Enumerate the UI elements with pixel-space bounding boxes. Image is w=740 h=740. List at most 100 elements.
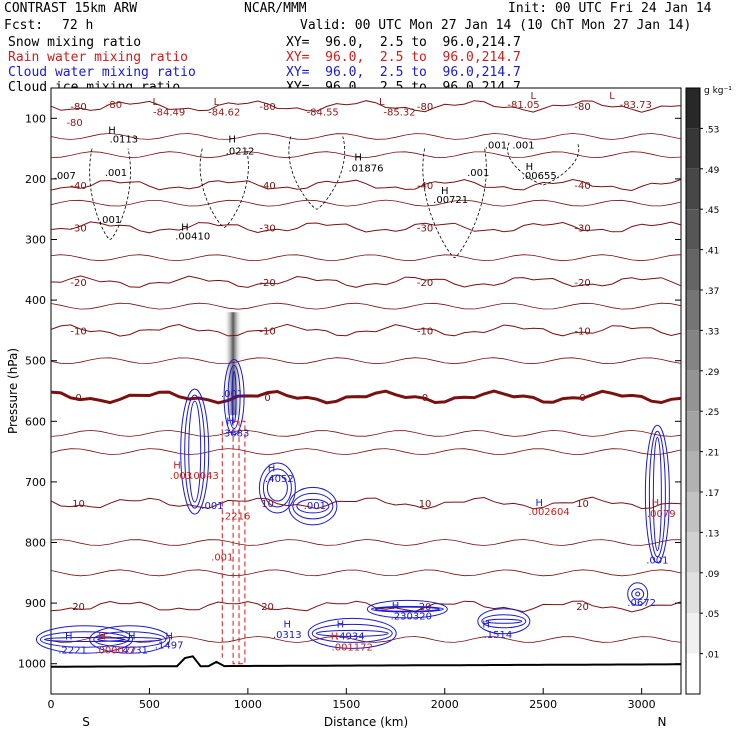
isotherm-line	[50, 302, 682, 310]
contour-annotation: H	[128, 631, 136, 642]
colorbar-tick-label: .45	[705, 206, 719, 216]
field-cloudwater-xy: XY= 96.0, 2.5 to 96.0,214.7	[286, 65, 521, 80]
isotherm-label: 20	[261, 602, 274, 613]
contour-annotation: L	[153, 97, 159, 108]
contour-annotation: -80	[106, 100, 122, 111]
colorbar-segment	[686, 411, 700, 452]
y-tick-label: 1000	[18, 658, 46, 671]
cloud-water-contour	[266, 474, 288, 502]
isotherm-label: 0	[75, 393, 81, 404]
contour-annotation: .001	[512, 141, 534, 152]
contour-annotation: H	[283, 619, 291, 630]
colorbar-segment	[686, 572, 700, 614]
cloud-water-contour	[627, 582, 649, 606]
y-tick-label: 200	[25, 173, 46, 186]
field-rain-xy: XY= 96.0, 2.5 to 96.0,214.7	[286, 50, 521, 65]
cloud-water-contour	[374, 606, 440, 612]
contour-annotation: .001	[211, 553, 233, 564]
cloud-water-contour	[180, 388, 210, 515]
contour-annotation: .1497	[155, 641, 184, 652]
isotherm-line	[50, 448, 682, 456]
isotherm-label: 10	[576, 499, 589, 510]
contour-annotation: .1514	[484, 630, 513, 641]
model-title: CONTRAST 15km ARW	[4, 1, 138, 16]
isotherm--80	[50, 100, 682, 113]
isotherm-label: -80	[417, 102, 433, 113]
isotherm-label: -10	[574, 326, 590, 337]
cloud-water-contour	[296, 498, 330, 514]
colorbar-tick-label: .29	[705, 368, 720, 378]
isotherm-label: -40	[574, 181, 590, 192]
isotherm-label: -40	[417, 181, 433, 192]
x-tick-label: 0	[48, 698, 55, 711]
contour-annotation: .0672	[627, 598, 656, 609]
contour-annotation: .4731	[119, 645, 148, 656]
contour-annotation: .000027	[95, 645, 136, 656]
colorbar-segment	[686, 492, 700, 533]
contour-annotation: .01876	[349, 164, 384, 175]
isotherm-label: -40	[259, 181, 275, 192]
contour-annotation: L	[379, 97, 385, 108]
colorbar-segment	[686, 532, 700, 573]
colorbar-segment	[686, 653, 700, 694]
x-tick-label: 1000	[234, 698, 262, 711]
contour-annotation: H	[652, 498, 660, 509]
contour-annotation: -83.73	[620, 100, 652, 111]
contour-annotation: .001	[201, 501, 223, 512]
cloud-water-contour	[184, 394, 206, 509]
contour-annotation: .001	[467, 168, 489, 179]
isotherm-label: 10	[419, 499, 432, 510]
x-axis-title: Distance (km)	[324, 715, 408, 729]
colorbar-segment	[686, 613, 700, 654]
isotherm-label: -30	[417, 223, 433, 234]
cloud-water-contour	[292, 492, 334, 520]
x-tick-label: 2500	[529, 698, 557, 711]
cloud-water-contour	[644, 424, 670, 564]
isotherm-label: -20	[70, 278, 86, 289]
cloud-water-contour	[307, 617, 397, 649]
cloud-water-contour	[366, 599, 448, 619]
cloud-water-contour	[648, 430, 666, 558]
cloud-ice-contour	[288, 136, 345, 210]
contour-annotation: .3683	[221, 428, 250, 439]
colorbar-segment	[686, 451, 700, 492]
isotherm-label: -10	[259, 326, 275, 337]
y-tick-label: 900	[25, 597, 46, 610]
contour-annotation: -81.05	[507, 100, 539, 111]
isotherm-20	[50, 600, 682, 613]
isotherm--40	[50, 178, 682, 192]
contour-annotation: H	[337, 619, 345, 630]
contour-annotation: -85.32	[383, 107, 415, 118]
contour-annotation: .001	[105, 168, 127, 179]
isotherm-label: 0	[579, 393, 585, 404]
forecast-hour: 72 h	[62, 18, 94, 33]
cloud-water-contour	[227, 365, 241, 430]
cloud-water-contour	[477, 608, 531, 635]
y-tick-label: 500	[25, 355, 46, 368]
contour-annotation: H	[526, 162, 534, 173]
south-label: S	[82, 715, 90, 729]
y-axis-title: Pressure (hPa)	[6, 348, 20, 434]
y-tick-label: 800	[25, 537, 46, 550]
contour-annotation: H	[535, 498, 543, 509]
colorbar-tick-label: .41	[705, 247, 719, 257]
x-tick-label: 1500	[332, 698, 360, 711]
isotherm-line	[50, 199, 682, 207]
isotherm-10	[50, 496, 682, 510]
isotherm-label: -10	[70, 326, 86, 337]
contour-annotation: H	[181, 222, 189, 233]
contour-annotation: .0313	[273, 630, 302, 641]
contour-annotation: .00721	[433, 195, 468, 206]
init-time: Init: 00 UTC Fri 24 Jan 14	[508, 1, 712, 16]
colorbar-frame	[685, 87, 701, 695]
field-rain-label: Rain water mixing ratio	[8, 50, 189, 65]
valid-time: Valid: 00 UTC Mon 27 Jan 14 (10 ChT Mon …	[300, 18, 692, 33]
cloud-water-contour	[89, 625, 171, 654]
cloud-ice-contour	[89, 148, 131, 240]
contour-annotation: H	[482, 619, 490, 630]
cloud-ice-contour	[199, 148, 249, 228]
cloud-water-contour	[311, 623, 393, 643]
contour-annotation: L	[214, 97, 220, 108]
isotherm--10	[50, 323, 682, 337]
contour-annotation: .001	[99, 215, 121, 226]
